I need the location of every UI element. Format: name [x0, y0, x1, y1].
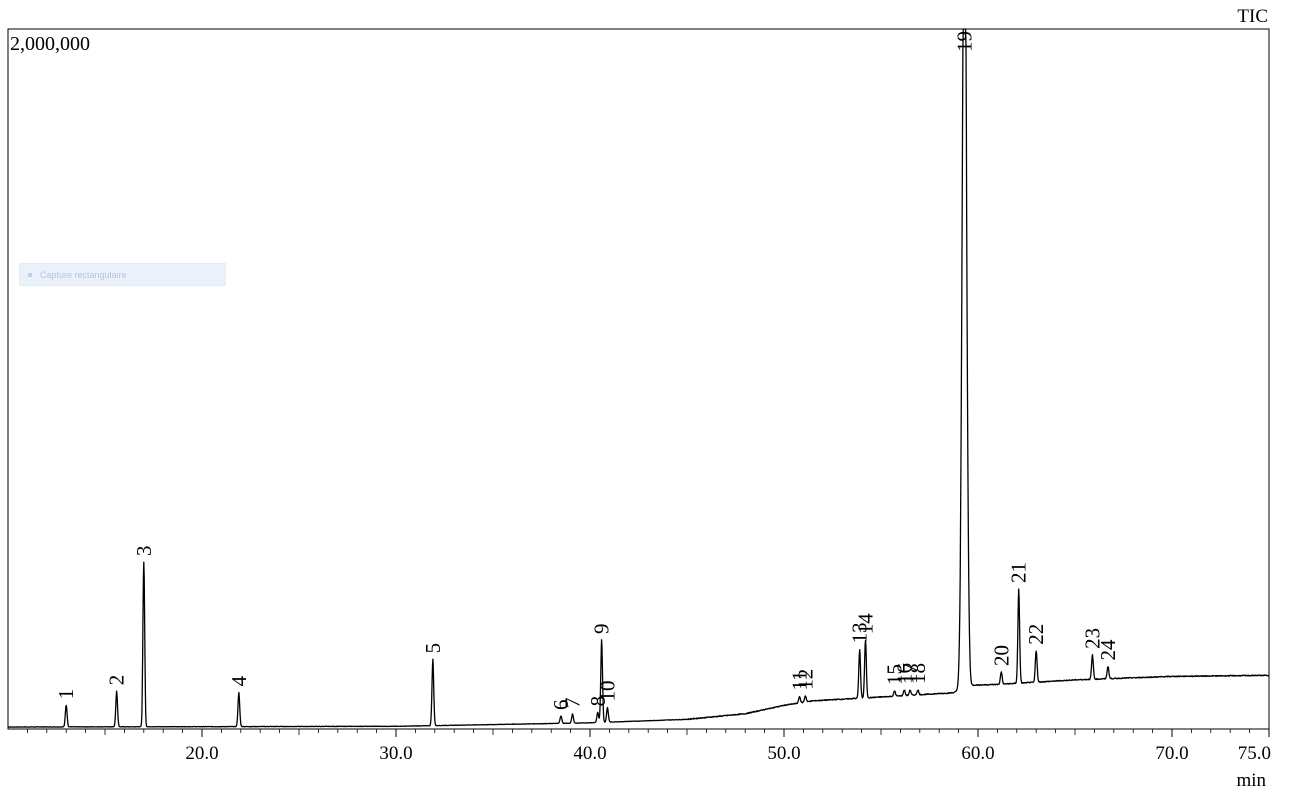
peak-label: 14 — [853, 613, 877, 635]
peak-label: 12 — [793, 669, 817, 690]
peak-label: 3 — [132, 546, 156, 557]
trace-label: TIC — [1237, 6, 1268, 27]
peak-label: 20 — [989, 645, 1013, 666]
x-tick-label: 20.0 — [185, 743, 218, 764]
peak-label: 24 — [1096, 639, 1120, 661]
peak-label: 5 — [421, 643, 445, 654]
peak-label: 22 — [1024, 624, 1048, 645]
peak-label: 8 — [586, 696, 610, 707]
peak-label: 4 — [227, 675, 251, 686]
peak-label: 2 — [105, 675, 129, 686]
y-max-label: 2,000,000 — [10, 33, 90, 55]
peak-label: 6 — [549, 700, 573, 711]
x-axis: 20.0 30.0 40.0 50.0 60.0 70.0 75.0 — [26, 729, 1271, 764]
tic-trace — [7, 28, 1270, 728]
x-tick-label: 50.0 — [767, 743, 800, 764]
peak-label: 19 — [952, 31, 976, 52]
x-tick-label: 60.0 — [961, 743, 994, 764]
x-tick-label: 75.0 — [1238, 743, 1271, 764]
x-unit-label: min — [1236, 770, 1266, 791]
peak-label: 11 — [788, 670, 812, 690]
capture-icon — [28, 272, 32, 277]
peak-label: 18 — [906, 663, 930, 684]
peak-label: 16 — [892, 663, 916, 684]
x-tick-label: 30.0 — [379, 743, 412, 764]
peak-label: 10 — [595, 681, 619, 702]
capture-rectangle-widget[interactable]: Capture rectangulaire — [19, 263, 226, 286]
peak-label: 23 — [1080, 628, 1104, 649]
x-tick-label: 70.0 — [1155, 743, 1188, 764]
peak-label: 7 — [561, 698, 585, 709]
peak-label: 1 — [54, 689, 78, 700]
peak-label: 21 — [1007, 562, 1031, 583]
capture-label: Capture rectangulaire — [40, 269, 127, 280]
peak-label: 9 — [590, 624, 614, 635]
plot-frame — [7, 28, 1270, 730]
x-tick-label: 40.0 — [573, 743, 606, 764]
peak-label: 13 — [848, 622, 872, 643]
peak-label: 17 — [898, 663, 922, 684]
peak-label: 15 — [883, 664, 907, 685]
